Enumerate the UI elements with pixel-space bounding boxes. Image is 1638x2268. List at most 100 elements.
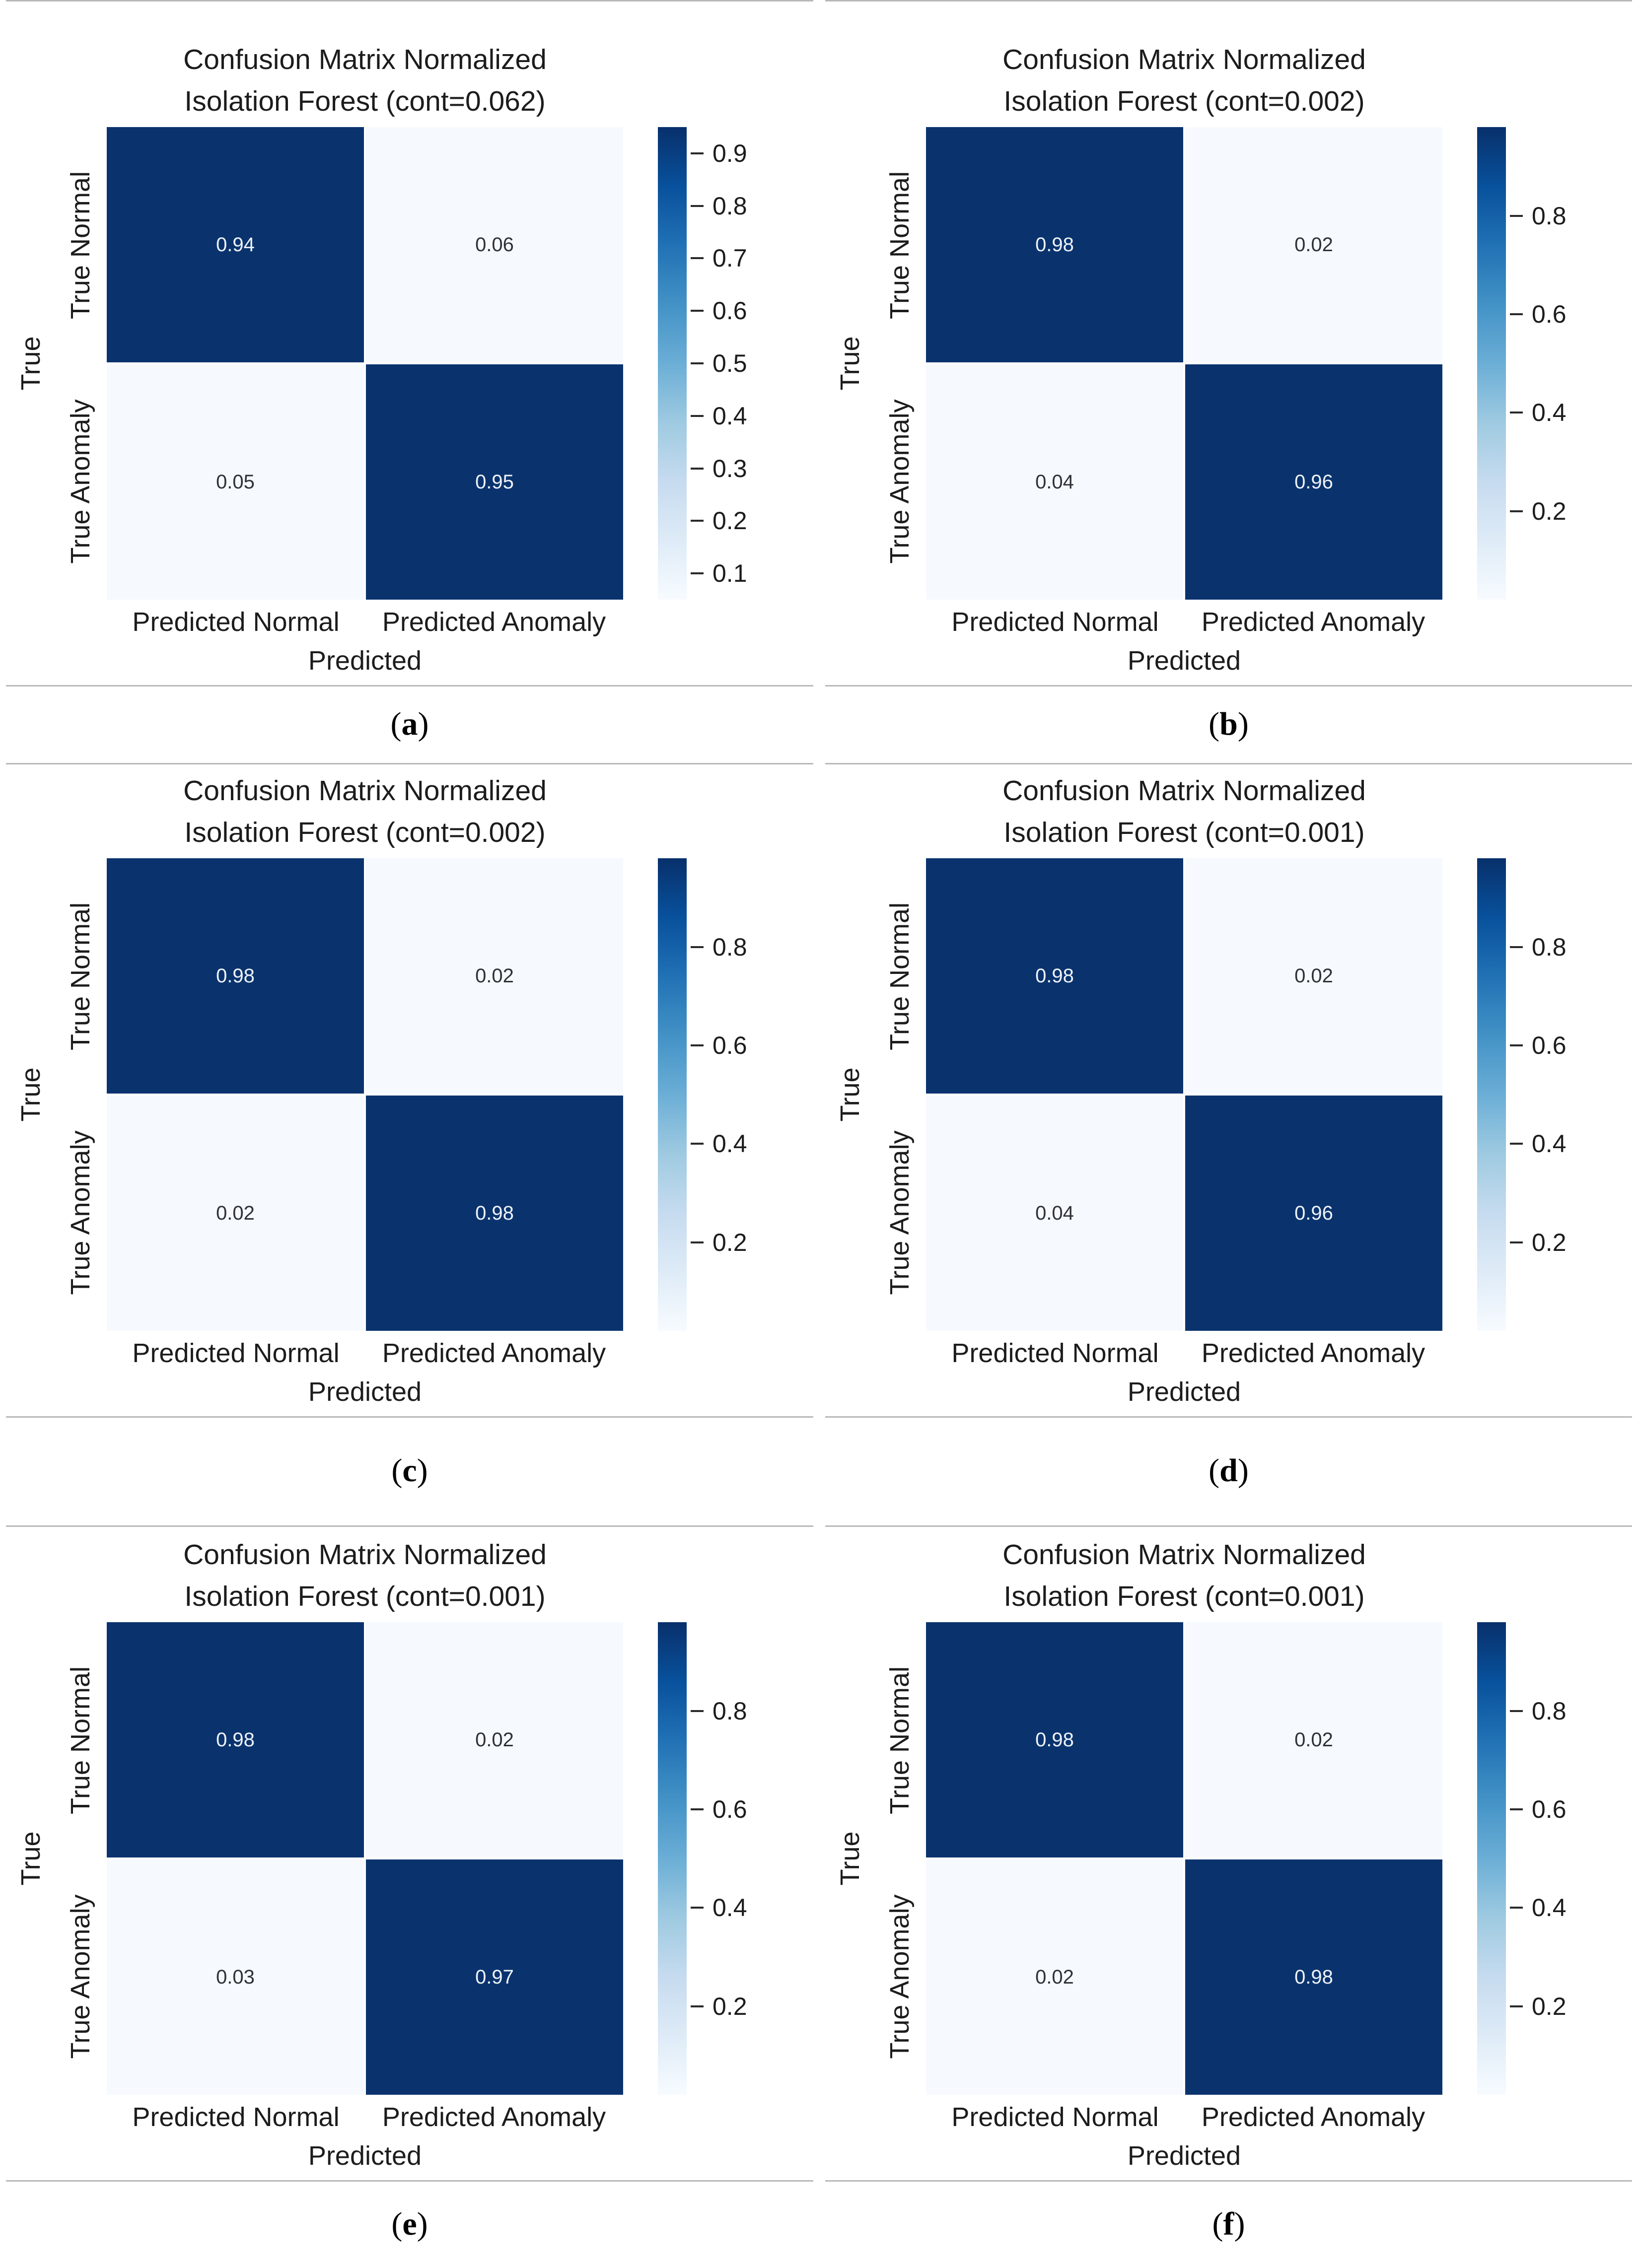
- chart-title: Confusion Matrix Normalized Isolation Fo…: [57, 1534, 673, 1617]
- cell-value: 0.98: [1035, 233, 1074, 256]
- tick-mark: [691, 1710, 704, 1712]
- caption-a: (a): [0, 685, 819, 763]
- chart-title-line-1: Confusion Matrix Normalized: [1002, 775, 1366, 807]
- colorbar-tick: 0.1: [691, 559, 747, 588]
- colorbar-tick-label: 0.2: [1532, 1993, 1567, 2020]
- colorbar-tick-label: 0.6: [712, 1031, 747, 1059]
- colorbar-tick: 0.5: [691, 349, 747, 378]
- tick-mark: [1510, 1808, 1523, 1810]
- colorbar: [658, 127, 687, 600]
- cell-value: 0.02: [1035, 1966, 1074, 1988]
- cell-value: 0.02: [1294, 1728, 1333, 1751]
- x-axis-label: Predicted: [308, 2141, 422, 2171]
- x-tick-predicted-normal: Predicted Normal: [951, 2102, 1159, 2132]
- heatmap-cell-true-negative: 0.98: [107, 1622, 364, 1857]
- confusion-matrix-chart-c: Confusion Matrix Normalized Isolation Fo…: [0, 763, 819, 1416]
- x-tick-predicted-anomaly: Predicted Anomaly: [382, 607, 606, 637]
- cell-value: 0.02: [475, 1728, 514, 1751]
- cell-value: 0.04: [1035, 1202, 1074, 1224]
- colorbar-tick: 0.8: [1510, 1697, 1567, 1725]
- y-tick-true-anomaly: True Anomaly: [66, 1130, 95, 1295]
- tick-mark: [1510, 2005, 1523, 2007]
- panel-a: Confusion Matrix Normalized Isolation Fo…: [0, 0, 819, 685]
- x-tick-predicted-normal: Predicted Normal: [132, 607, 340, 637]
- tick-mark: [691, 205, 704, 207]
- caption-e: (e): [0, 2180, 819, 2268]
- chart-title-line-1: Confusion Matrix Normalized: [1002, 44, 1366, 75]
- heatmap: 0.98 0.02 0.03 0.97: [107, 1622, 623, 2095]
- heatmap-cell-false-positive: 0.02: [1185, 127, 1442, 362]
- heatmap-cell-true-negative: 0.98: [926, 858, 1183, 1094]
- tick-mark: [691, 2005, 704, 2007]
- x-tick-predicted-anomaly: Predicted Anomaly: [1201, 607, 1425, 637]
- confusion-matrix-chart-e: Confusion Matrix Normalized Isolation Fo…: [0, 1527, 819, 2180]
- panel-c: Confusion Matrix Normalized Isolation Fo…: [0, 763, 819, 1416]
- tick-mark: [1510, 1143, 1523, 1145]
- cell-value: 0.04: [1035, 471, 1074, 493]
- colorbar-tick-label: 0.4: [1532, 1894, 1567, 1922]
- colorbar-tick-label: 0.4: [1532, 1130, 1567, 1158]
- divider-line: [825, 1416, 1632, 1418]
- tick-mark: [691, 1241, 704, 1243]
- divider-line: [6, 1525, 813, 1527]
- x-axis-label: Predicted: [1127, 2141, 1241, 2171]
- y-tick-true-anomaly: True Anomaly: [885, 1894, 915, 2059]
- chart-title-line-2: Isolation Forest (cont=0.002): [184, 817, 546, 848]
- tick-mark: [1510, 1710, 1523, 1712]
- tick-mark: [1510, 313, 1523, 315]
- x-tick-predicted-normal: Predicted Normal: [951, 607, 1159, 637]
- colorbar-tick-label: 0.2: [712, 1229, 747, 1256]
- heatmap: 0.94 0.06 0.05 0.95: [107, 127, 623, 600]
- cell-value: 0.95: [475, 471, 514, 493]
- chart-title-line-2: Isolation Forest (cont=0.001): [1003, 1581, 1365, 1612]
- tick-mark: [691, 1907, 704, 1909]
- panel-e: Confusion Matrix Normalized Isolation Fo…: [0, 1525, 819, 2180]
- colorbar-tick-label: 0.7: [712, 244, 747, 272]
- cell-value: 0.98: [1035, 964, 1074, 987]
- chart-title-line-2: Isolation Forest (cont=0.001): [1003, 817, 1365, 848]
- x-axis-label: Predicted: [1127, 1377, 1241, 1407]
- divider-line: [6, 2180, 813, 2182]
- colorbar-tick: 0.9: [691, 139, 747, 168]
- heatmap-cell-true-negative: 0.98: [926, 1622, 1183, 1857]
- tick-mark: [1510, 1907, 1523, 1909]
- caption-f: (f): [819, 2180, 1638, 2268]
- colorbar-tick-label: 0.4: [712, 1130, 747, 1158]
- y-axis-label: True: [16, 1831, 46, 1886]
- y-tick-true-normal: True Normal: [885, 902, 915, 1051]
- tick-mark: [691, 1044, 704, 1046]
- heatmap-cell-false-negative: 0.04: [926, 364, 1183, 600]
- cell-value: 0.96: [1294, 471, 1333, 493]
- colorbar-tick-label: 0.2: [1532, 1229, 1567, 1256]
- y-axis-label: True: [16, 336, 46, 391]
- colorbar-tick-label: 0.1: [712, 559, 747, 587]
- colorbar-tick: 0.8: [1510, 202, 1567, 230]
- y-tick-true-normal: True Normal: [66, 902, 95, 1051]
- colorbar-tick-label: 0.6: [1532, 1031, 1567, 1059]
- heatmap-cell-true-negative: 0.98: [107, 858, 364, 1094]
- chart-title-line-2: Isolation Forest (cont=0.062): [184, 85, 546, 117]
- y-tick-true-anomaly: True Anomaly: [66, 1894, 95, 2059]
- colorbar: [658, 1622, 687, 2095]
- y-tick-true-anomaly: True Anomaly: [885, 1130, 915, 1295]
- colorbar-tick: 0.2: [691, 1992, 747, 2021]
- colorbar-tick-label: 0.5: [712, 349, 747, 377]
- y-tick-true-normal: True Normal: [66, 171, 95, 320]
- cell-value: 0.05: [216, 471, 255, 493]
- subfigure-label: (c): [391, 1452, 428, 1489]
- y-tick-true-anomaly: True Anomaly: [66, 399, 95, 564]
- panel-b: Confusion Matrix Normalized Isolation Fo…: [819, 0, 1638, 685]
- y-tick-true-normal: True Normal: [885, 1666, 915, 1815]
- heatmap-cell-false-negative: 0.04: [926, 1096, 1183, 1331]
- heatmap-cell-false-positive: 0.02: [1185, 1622, 1442, 1857]
- colorbar-tick-label: 0.4: [712, 1894, 747, 1922]
- tick-mark: [1510, 1044, 1523, 1046]
- cell-value: 0.96: [1294, 1202, 1333, 1224]
- colorbar-tick-label: 0.8: [1532, 1697, 1567, 1725]
- x-axis-label: Predicted: [1127, 646, 1241, 676]
- cell-value: 0.98: [475, 1202, 514, 1224]
- confusion-matrix-chart-d: Confusion Matrix Normalized Isolation Fo…: [819, 763, 1638, 1416]
- colorbar-tick-label: 0.2: [1532, 497, 1567, 525]
- y-tick-true-anomaly: True Anomaly: [885, 399, 915, 564]
- chart-title: Confusion Matrix Normalized Isolation Fo…: [876, 1534, 1492, 1617]
